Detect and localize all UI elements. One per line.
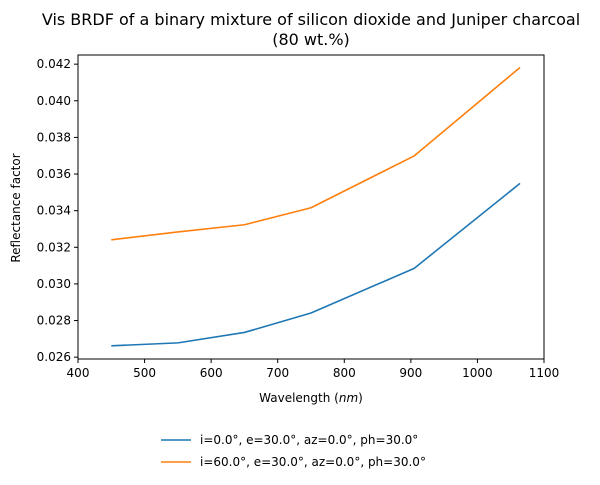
y-tick-label: 0.042: [37, 57, 71, 71]
y-tick-label: 0.028: [37, 314, 71, 328]
series-line-2: [111, 66, 521, 241]
y-tick-label: 0.038: [37, 130, 71, 144]
y-axis-label: Reflectance factor: [9, 153, 23, 262]
plot-area: [77, 54, 545, 360]
x-tick-label: 800: [333, 366, 356, 380]
legend-label-2: i=60.0°, e=30.0°, az=0.0°, ph=30.0°: [200, 455, 426, 469]
x-tick-label: 1000: [462, 366, 493, 380]
legend: i=0.0°, e=30.0°, az=0.0°, ph=30.0° i=60.0…: [161, 433, 426, 469]
x-tick-label: 900: [399, 366, 422, 380]
y-tick-label: 0.036: [37, 167, 71, 181]
chart-subtitle: (80 wt.%): [272, 30, 350, 49]
y-axis-ticks: 0.026 0.028 0.030 0.032 0.034 0.036 0.038 0.040…: [37, 57, 78, 364]
x-axis-label: Wavelength (nm): [259, 391, 363, 405]
series-line-1: [111, 182, 521, 347]
y-tick-label: 0.040: [37, 94, 71, 108]
chart-title-line1: Vis BRDF of a binary mixture of silicon …: [42, 10, 580, 29]
x-tick-label: 700: [266, 366, 289, 380]
series-lines: [111, 66, 521, 347]
x-axis-ticks: 400 500 600 700 800 900 1000 1100: [67, 359, 560, 380]
x-tick-label: 600: [200, 366, 223, 380]
plot-frame: [77, 54, 545, 360]
y-tick-label: 0.030: [37, 277, 71, 291]
chart-title: Vis BRDF of a binary mixture of silicon …: [42, 10, 580, 49]
legend-label-1: i=0.0°, e=30.0°, az=0.0°, ph=30.0°: [200, 433, 418, 447]
y-tick-label: 0.034: [37, 204, 71, 218]
x-tick-label: 1100: [529, 366, 560, 380]
y-tick-label: 0.032: [37, 240, 71, 254]
x-tick-label: 400: [67, 366, 90, 380]
y-tick-label: 0.026: [37, 350, 71, 364]
x-tick-label: 500: [133, 366, 156, 380]
